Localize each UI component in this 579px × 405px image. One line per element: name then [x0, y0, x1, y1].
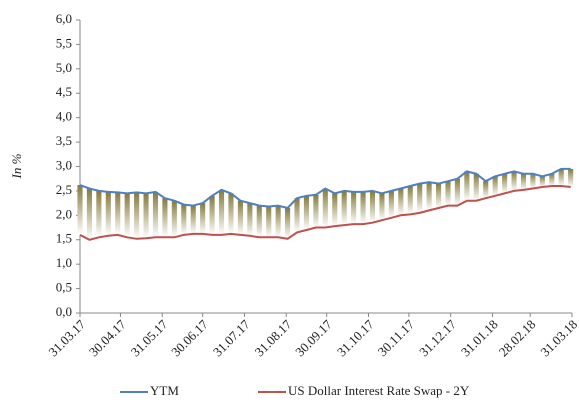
y-axis-label: In % [9, 153, 24, 179]
spread-bar [502, 173, 508, 194]
spread-bar [483, 181, 489, 199]
spread-bar [530, 173, 536, 189]
spread-bar [417, 183, 423, 213]
spread-bar [105, 191, 111, 236]
x-tick-label: 31.12.17 [416, 316, 459, 359]
x-tick-label: 30.09.17 [292, 316, 335, 359]
spread-bar [285, 208, 291, 239]
spread-bar [256, 205, 262, 238]
spread-bar [549, 173, 555, 187]
x-tick-label: 31.01.18 [458, 317, 501, 360]
x-tick-label: 31.03.18 [537, 317, 579, 360]
spread-bar [473, 173, 479, 201]
spread-bar [454, 178, 460, 206]
spread-bar [86, 188, 92, 240]
legend-label: US Dollar Interest Rate Swap - 2Y [288, 383, 470, 398]
y-tick-label: 3,0 [56, 157, 72, 172]
spread-bar [464, 171, 470, 201]
spread-bar [445, 181, 451, 206]
y-tick-label: 6,0 [56, 11, 72, 26]
x-tick-label: 31.03.17 [45, 316, 88, 359]
spread-bar [200, 203, 206, 234]
x-tick-label: 31.08.17 [252, 316, 295, 359]
x-tick-label: 31.10.17 [334, 316, 377, 359]
spread-bar [407, 186, 413, 215]
spread-bar [294, 198, 300, 233]
spread-bar [96, 190, 102, 238]
x-tick-label: 30.06.17 [168, 316, 211, 359]
spread-bar [568, 168, 574, 188]
y-tick-label: 5,0 [56, 60, 72, 75]
x-tick-label: 30.04.17 [86, 316, 129, 359]
spread-bar [332, 193, 338, 227]
spread-bar [369, 190, 376, 223]
spread-bar [398, 188, 404, 216]
spread-bar [558, 168, 564, 187]
spread-bar [341, 190, 347, 226]
x-tick-label: 28.02.18 [496, 317, 539, 360]
spread-bar [436, 183, 442, 209]
x-tick-label: 31.07.17 [210, 316, 253, 359]
series-line [79, 167, 571, 210]
x-tick-label: 30.11.17 [375, 316, 418, 359]
spread-bar [247, 203, 253, 236]
spread-bar [162, 198, 168, 238]
spread-bar [426, 182, 432, 211]
spread-bar [360, 191, 366, 225]
spread-bar [218, 189, 225, 235]
y-tick-label: 2,5 [56, 182, 72, 197]
spread-bar [379, 193, 385, 221]
spread-bar [539, 176, 545, 188]
spread-bar [237, 200, 243, 235]
y-tick-label: 2,0 [56, 206, 72, 221]
spread-bar [134, 192, 140, 239]
y-tick-label: 0,5 [56, 280, 72, 295]
y-tick-label: 0,0 [56, 304, 72, 319]
spread-bar [511, 171, 517, 191]
spread-bar [171, 200, 177, 238]
spread-bar [275, 205, 281, 238]
spread-bar [266, 206, 272, 238]
y-tick-label: 4,5 [56, 84, 72, 99]
y-tick-label: 4,0 [56, 109, 72, 124]
series-line [79, 185, 571, 241]
spread-bar [124, 193, 130, 238]
y-tick-label: 1,0 [56, 255, 72, 270]
spread-bar [520, 173, 527, 190]
spread-bar [209, 195, 215, 235]
spread-bar [313, 194, 319, 228]
y-tick-label: 5,5 [56, 35, 72, 50]
spread-bar [492, 176, 498, 196]
spread-bar [77, 185, 83, 235]
spread-bar [228, 193, 234, 234]
spread-bar [152, 191, 159, 238]
spread-bar [143, 193, 149, 239]
spread-bar [181, 204, 187, 235]
legend-label: YTM [150, 383, 179, 398]
x-tick-label: 31.05.17 [128, 316, 171, 359]
spread-bar [303, 195, 310, 230]
spread-bar [190, 205, 196, 234]
spread-bar [322, 188, 328, 228]
y-tick-label: 1,5 [56, 231, 72, 246]
y-tick-label: 3,5 [56, 133, 72, 148]
spread-bar [388, 190, 394, 218]
spread-bar [115, 192, 121, 235]
spread-bar [351, 191, 357, 225]
